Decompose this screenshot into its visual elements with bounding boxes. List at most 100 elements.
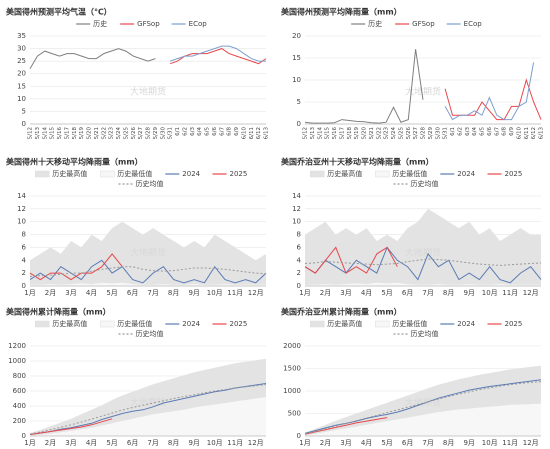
x-tick-label: 3月 — [65, 439, 76, 447]
y-tick-label: 2000 — [283, 342, 301, 350]
x-tick-label: 5/23 — [384, 127, 390, 140]
x-tick-label: 5/20 — [362, 127, 368, 140]
y-tick-label: 20 — [17, 70, 26, 78]
y-tick-label: 1200 — [8, 342, 26, 350]
x-tick-label: 12月 — [248, 289, 264, 297]
y-tick-label: 200 — [13, 417, 26, 425]
legend-label: 历史最高值 — [52, 319, 87, 328]
y-tick-label: 10 — [292, 76, 301, 84]
y-tick-label: 4 — [297, 256, 302, 264]
y-tick-label: 1000 — [8, 357, 26, 365]
x-tick-label: 1月 — [299, 439, 310, 447]
x-tick-label: 5/12 — [28, 127, 34, 139]
chart-title: 美国得州预测平均降雨量（mm） — [281, 7, 402, 17]
line — [304, 258, 542, 266]
x-tick-label: 5/29 — [428, 127, 434, 140]
y-tick-label: 25 — [17, 57, 26, 65]
x-tick-label: 6/11 — [524, 127, 530, 139]
x-tick-label: 4月 — [361, 439, 372, 447]
x-tick-label: 6/10 — [516, 127, 522, 140]
x-tick-label: 5/24 — [391, 127, 397, 140]
legend-label: 历史最高值 — [327, 169, 362, 178]
watermark: 大地期货 — [405, 86, 441, 98]
x-tick-label: 3月 — [65, 289, 76, 297]
legend-label: ECop — [464, 20, 483, 28]
x-tick-label: 6/3 — [465, 127, 471, 136]
y-tick-label: 15 — [292, 54, 301, 62]
x-tick-label: 5月 — [106, 289, 117, 297]
legend-label: 历史最高值 — [52, 169, 87, 178]
legend-label: 2025 — [505, 170, 523, 178]
x-tick-label: 5/25 — [123, 127, 129, 140]
x-tick-label: 12月 — [248, 439, 264, 447]
x-tick-label: 9月 — [463, 439, 474, 447]
x-tick-label: 6/9 — [509, 127, 515, 136]
line — [29, 259, 267, 284]
x-tick-label: 7月 — [422, 289, 433, 297]
watermark: 大地期货 — [130, 247, 166, 259]
x-tick-label: 5/30 — [160, 127, 166, 140]
x-tick-label: 5/13 — [35, 127, 41, 140]
x-tick-label: 5/27 — [138, 127, 144, 140]
y-tick-label: 0 — [297, 120, 301, 128]
legend-label: 2024 — [457, 320, 475, 328]
x-tick-label: 6/13 — [264, 127, 270, 140]
y-tick-label: 20 — [292, 32, 301, 40]
legend-label: 历史 — [93, 19, 107, 28]
legend-label: 2025 — [230, 170, 248, 178]
x-tick-label: 5月 — [381, 439, 392, 447]
x-tick-label: 2月 — [45, 289, 56, 297]
line — [29, 384, 267, 435]
y-tick-label: 14 — [17, 192, 26, 200]
legend-swatch — [310, 170, 325, 178]
y-tick-label: 0 — [22, 120, 26, 128]
x-tick-label: 6/3 — [190, 127, 196, 136]
legend-label: 历史最低值 — [392, 169, 427, 178]
x-tick-label: 5/31 — [443, 127, 449, 139]
x-tick-label: 6/2 — [457, 127, 463, 136]
x-tick-label: 5/28 — [421, 127, 427, 140]
x-tick-label: 9月 — [188, 289, 199, 297]
x-tick-label: 5/15 — [50, 127, 56, 140]
x-tick-label: 5/29 — [153, 127, 159, 140]
x-tick-label: 6/8 — [502, 127, 508, 136]
x-tick-label: 3月 — [340, 289, 351, 297]
x-tick-label: 5/16 — [57, 127, 63, 140]
y-tick-label: 14 — [292, 192, 301, 200]
x-tick-label: 1月 — [24, 439, 35, 447]
x-tick-label: 6/12 — [531, 127, 537, 139]
x-tick-label: 6/9 — [234, 127, 240, 136]
legend-swatch — [310, 320, 325, 328]
legend-label: 历史均值 — [411, 329, 439, 338]
y-tick-label: 8 — [297, 231, 301, 239]
x-tick-label: 5/15 — [325, 127, 331, 140]
y-tick-label: 10 — [17, 95, 26, 103]
y-tick-label: 0 — [22, 432, 26, 440]
y-tick-label: 6 — [22, 243, 27, 251]
watermark: 大地期货 — [130, 86, 166, 98]
watermark: 大地期货 — [405, 247, 441, 259]
x-tick-label: 9月 — [188, 439, 199, 447]
y-tick-label: 500 — [288, 410, 301, 418]
x-tick-label: 6月 — [402, 439, 413, 447]
line — [29, 48, 156, 69]
y-tick-label: 5 — [22, 107, 26, 115]
x-tick-label: 6/11 — [249, 127, 255, 139]
x-tick-label: 4月 — [361, 289, 372, 297]
x-tick-label: 5/24 — [116, 127, 122, 140]
legend-label: 历史均值 — [136, 329, 164, 338]
x-tick-label: 6/2 — [182, 127, 188, 136]
x-tick-label: 5/18 — [347, 127, 353, 140]
legend-label: 历史最低值 — [117, 169, 152, 178]
chart-title: 美国得州预测平均气温（℃） — [6, 7, 112, 17]
y-tick-label: 10 — [292, 218, 301, 226]
legend-label: 历史最低值 — [392, 319, 427, 328]
x-tick-label: 5/16 — [332, 127, 338, 140]
legend-label: 2024 — [457, 170, 475, 178]
x-tick-label: 6/1 — [450, 127, 456, 136]
legend-label: 历史均值 — [136, 179, 164, 188]
x-tick-label: 6/6 — [487, 127, 493, 136]
x-tick-label: 6/7 — [494, 127, 500, 136]
x-tick-label: 6月 — [127, 439, 138, 447]
area — [305, 282, 541, 286]
